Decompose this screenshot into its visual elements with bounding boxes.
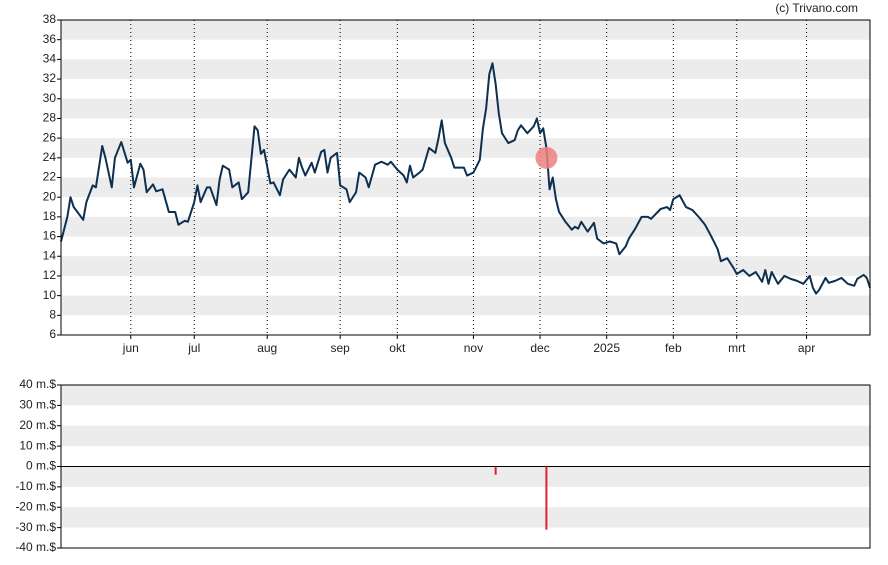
x-tick-label: dec [530,341,549,355]
y-tick-label: 12 [43,268,57,282]
x-tick-label: apr [798,341,815,355]
volume-bar [545,466,548,530]
y-tick-label: 40 m.$ [19,377,56,391]
y-tick-label: 36 [43,32,57,46]
plot-frame [60,19,871,336]
y-tick-label: 34 [43,52,57,66]
volume-bar [494,466,497,475]
grid-band [61,98,870,119]
x-tick-label: aug [257,341,277,355]
y-tick-label: -20 m.$ [15,499,56,513]
credit: (c) Trivano.com [775,1,858,15]
x-tick-label: mrt [728,341,746,355]
x-tick-label: feb [665,341,682,355]
y-tick-label: 22 [43,170,57,184]
grid-band [61,177,870,198]
grid-band [61,507,870,528]
grid-band [61,216,870,237]
x-tick-label: nov [464,341,483,355]
plot-frame [60,384,871,549]
y-tick-label: 26 [43,130,57,144]
y-tick-label: 6 [49,327,56,341]
grid-band [61,466,870,487]
y-tick-label: -30 m.$ [15,520,56,534]
x-tick-label: sep [331,341,351,355]
y-tick-label: 0 m.$ [26,459,56,473]
y-tick-label: 16 [43,229,57,243]
x-tick-label: 2025 [593,341,620,355]
grid-band [61,138,870,158]
grid-band [61,385,870,406]
highlight-marker [535,146,558,169]
y-tick-label: 28 [43,111,57,125]
y-tick-label: 30 [43,91,57,105]
y-tick-label: 32 [43,71,57,85]
grid-band [61,59,870,80]
y-tick-label: 30 m.$ [19,398,56,412]
grid-band [61,20,870,40]
grid-band [61,295,870,316]
y-tick-label: 20 [43,189,57,203]
price-line [60,62,871,295]
x-tick-label: jul [187,341,200,355]
y-tick-label: 24 [43,150,57,164]
y-tick-label: 10 m.$ [19,438,56,452]
y-tick-label: 14 [43,248,57,262]
y-tick-label: -40 m.$ [15,540,56,554]
x-tick-label: jun [122,341,139,355]
x-tick-label: okt [389,341,406,355]
y-tick-label: 18 [43,209,57,223]
y-tick-label: 20 m.$ [19,418,56,432]
y-tick-label: -10 m.$ [15,479,56,493]
grid-band [61,256,870,276]
y-tick-label: 38 [43,12,57,26]
y-tick-label: 10 [43,288,57,302]
y-tick-label: 8 [49,307,56,321]
grid-band [61,425,870,447]
